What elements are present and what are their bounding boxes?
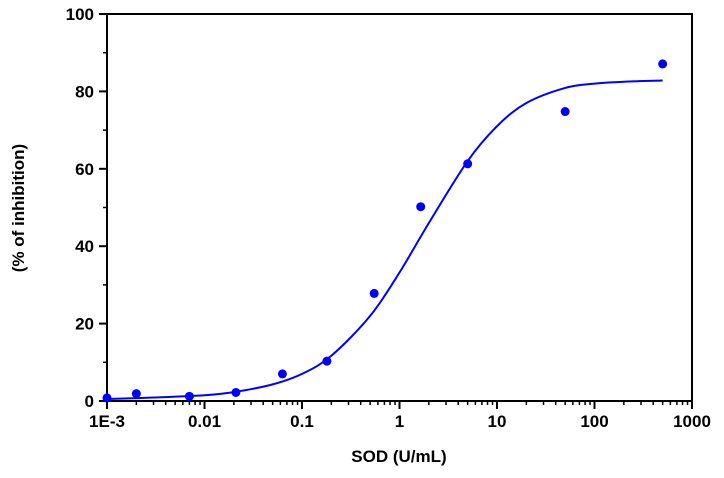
x-tick-label: 10 <box>488 412 507 431</box>
y-tick-label: 60 <box>75 160 94 179</box>
data-point <box>416 202 426 212</box>
y-tick-label: 20 <box>75 315 94 334</box>
data-points <box>102 59 668 403</box>
x-axis-title: SOD (U/mL) <box>351 447 446 466</box>
y-tick-label: 0 <box>85 392 94 411</box>
data-point <box>184 391 194 401</box>
x-tick-label: 0.01 <box>188 412 221 431</box>
x-tick-label: 0.1 <box>290 412 314 431</box>
x-axis-ticks: 1E-3 0.01 0.1 1 10 100 1000 <box>89 401 711 431</box>
data-point <box>131 389 141 399</box>
y-axis-ticks: 0 20 40 60 80 100 <box>66 5 107 411</box>
data-point <box>231 387 241 397</box>
x-tick-label: 1000 <box>673 412 711 431</box>
x-tick-label: 100 <box>580 412 608 431</box>
plot-frame <box>106 13 693 402</box>
fit-curve <box>106 79 663 401</box>
data-point <box>463 159 473 169</box>
y-tick-label: 40 <box>75 237 94 256</box>
y-axis-title: (% of inhibition) <box>9 144 28 272</box>
y-tick-label: 80 <box>75 82 94 101</box>
data-point <box>658 59 668 69</box>
x-tick-label: 1E-3 <box>89 412 125 431</box>
data-point <box>102 393 112 403</box>
y-tick-label: 100 <box>66 5 94 24</box>
x-tick-label: 1 <box>395 412 404 431</box>
data-point <box>277 369 287 379</box>
data-point <box>369 288 379 298</box>
data-point <box>560 107 570 117</box>
data-point <box>322 356 332 366</box>
